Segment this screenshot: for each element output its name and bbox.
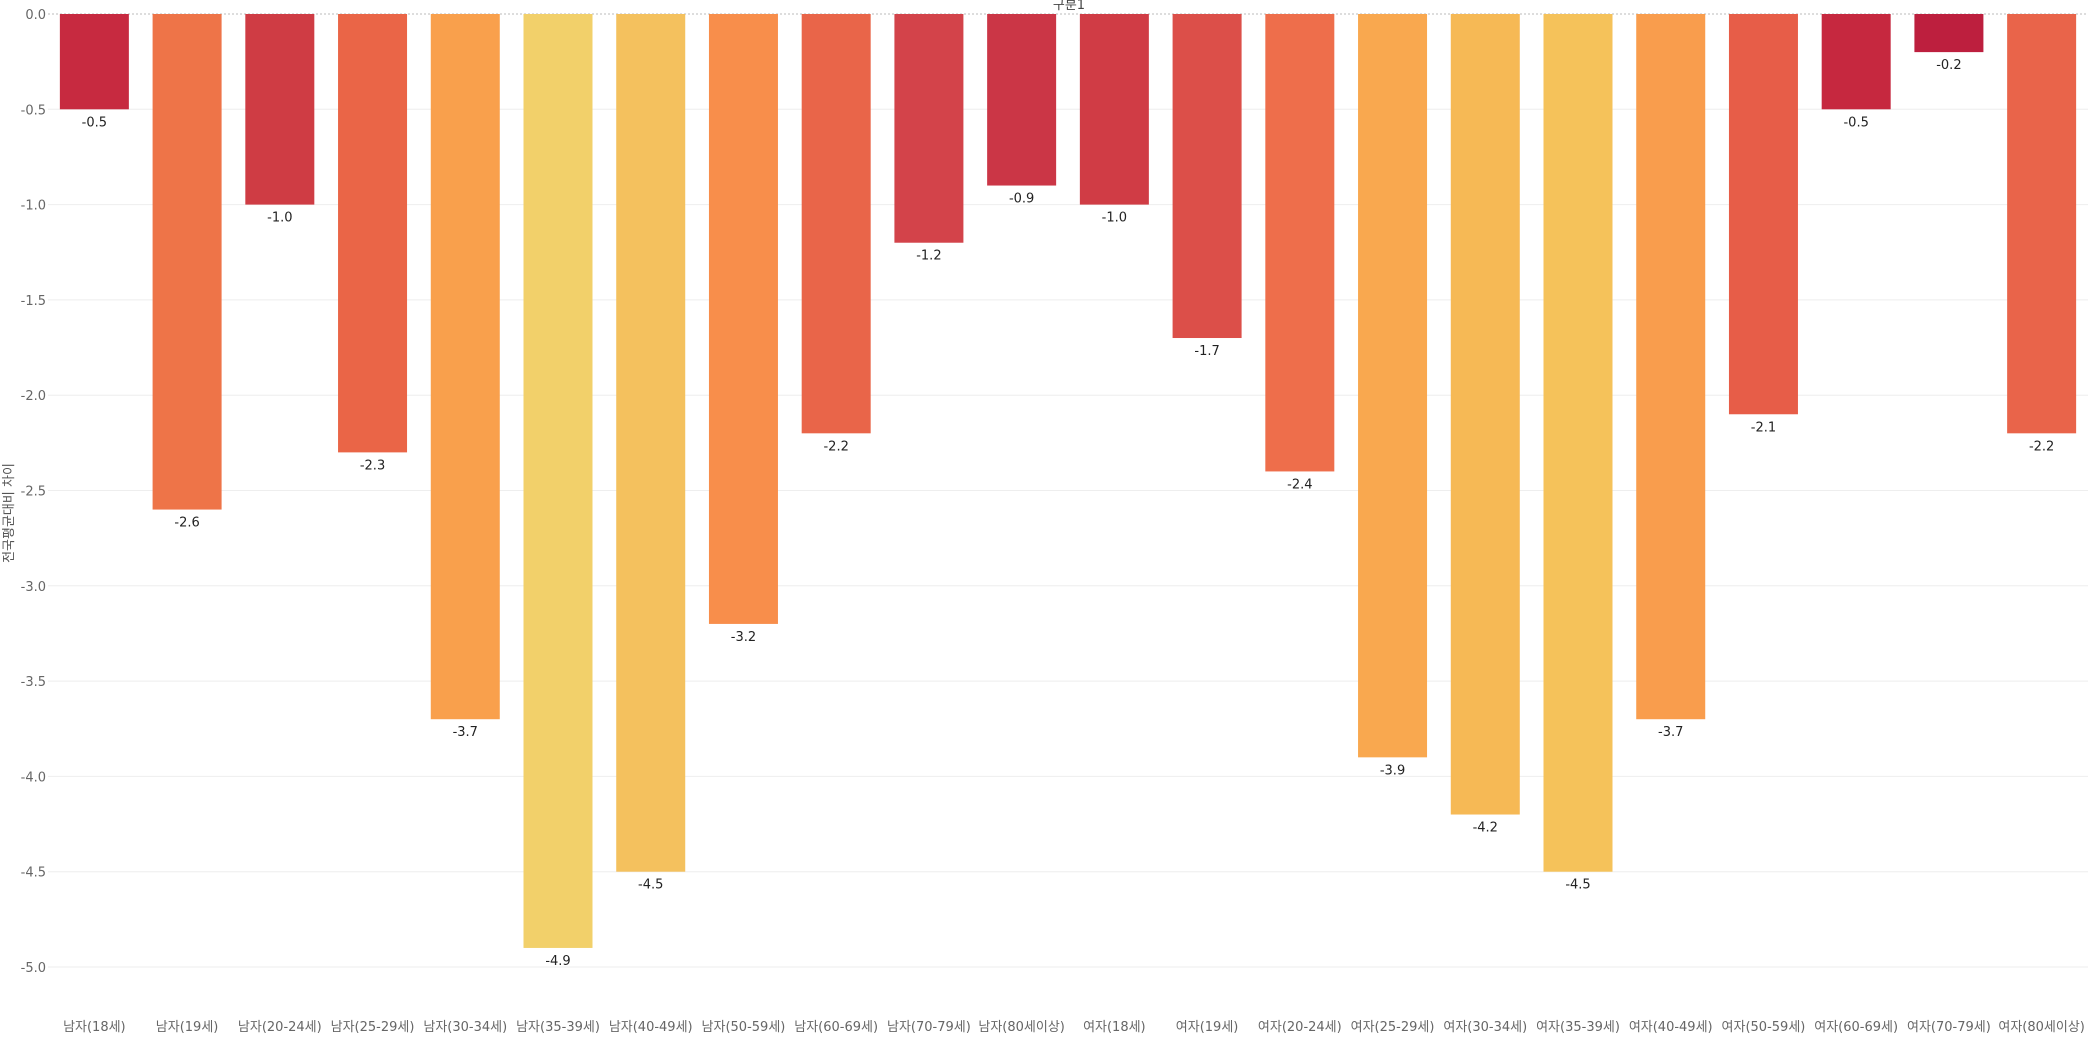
x-tick-label: 남자(35-39세) — [516, 1020, 600, 1035]
bar-value-label: -1.7 — [1194, 344, 1219, 359]
y-tick-label: -4.0 — [21, 770, 46, 785]
x-tick-label: 여자(60-69세) — [1814, 1020, 1898, 1035]
bar-value-label: -3.2 — [731, 630, 756, 645]
x-tick-label: 남자(80세이상) — [978, 1020, 1065, 1035]
bar-value-label: -1.0 — [267, 211, 292, 226]
bar-value-label: -0.9 — [1009, 192, 1034, 207]
y-tick-label: -1.0 — [21, 199, 46, 214]
bar[interactable] — [245, 14, 315, 205]
bar[interactable] — [1079, 14, 1149, 205]
y-axis-ticks: 0.0 -0.5 -1.0 -1.5 -2.0 -2.5 -3.0 -3.5 -4.0 -4.5 -… — [21, 8, 46, 976]
bar-value-label: -2.4 — [1287, 477, 1312, 492]
bar[interactable] — [1821, 14, 1891, 110]
bar[interactable] — [2007, 14, 2077, 434]
bar-value-label: -2.2 — [823, 439, 848, 454]
bar-value-label: -0.2 — [1936, 58, 1961, 73]
y-tick-label: -3.0 — [21, 580, 46, 595]
bar[interactable] — [1265, 14, 1335, 472]
x-tick-label: 여자(19세) — [1176, 1020, 1239, 1035]
x-tick-label: 여자(18세) — [1083, 1020, 1146, 1035]
bar[interactable] — [1358, 14, 1428, 758]
x-tick-label: 여자(70-79세) — [1907, 1020, 1991, 1035]
bar[interactable] — [987, 14, 1057, 186]
bar[interactable] — [708, 14, 778, 624]
x-tick-label: 남자(40-49세) — [609, 1020, 693, 1035]
x-tick-label: 남자(25-29세) — [331, 1020, 415, 1035]
bar[interactable] — [338, 14, 408, 453]
bar-value-label: -2.1 — [1751, 420, 1776, 435]
chart-title: 구분1 — [1053, 0, 1085, 13]
y-tick-label: -2.5 — [21, 485, 46, 500]
bar[interactable] — [1914, 14, 1984, 53]
bar-value-label: -4.5 — [638, 878, 663, 893]
bar-value-label: -0.5 — [1843, 115, 1868, 130]
bar[interactable] — [894, 14, 964, 243]
x-tick-label: 남자(19세) — [156, 1020, 219, 1035]
x-tick-label: 남자(30-34세) — [423, 1020, 507, 1035]
bar-value-label: -3.7 — [1658, 725, 1683, 740]
x-tick-label: 여자(80세이상) — [1998, 1020, 2085, 1035]
x-tick-label: 여자(40-49세) — [1629, 1020, 1713, 1035]
bar[interactable] — [1543, 14, 1613, 872]
bar[interactable] — [1728, 14, 1798, 415]
bar-value-label: -4.9 — [545, 954, 570, 969]
bar[interactable] — [1172, 14, 1242, 339]
x-axis-ticks: 남자(18세) 남자(19세) 남자(20-24세) 남자(25-29세) 남자(30-… — [63, 1020, 2085, 1035]
bar-value-label: -3.9 — [1380, 763, 1405, 778]
x-tick-label: 남자(20-24세) — [238, 1020, 322, 1035]
bar-value-label: -2.3 — [360, 458, 385, 473]
bar-value-label: -2.6 — [174, 516, 199, 531]
x-tick-label: 남자(18세) — [63, 1020, 126, 1035]
bar-value-label: -1.2 — [916, 249, 941, 264]
bar-value-label: -1.0 — [1102, 211, 1127, 226]
x-tick-label: 남자(70-79세) — [887, 1020, 971, 1035]
bar[interactable] — [616, 14, 686, 872]
y-axis-label: 전국평균대비 차이 — [2, 463, 17, 563]
data-labels: -0.5 -2.6 -1.0 -2.3 -3.7 -4.9 -4.5 -3.2 -2.2 -1.2… — [82, 58, 2055, 969]
bar-value-label: -4.2 — [1473, 821, 1498, 836]
x-tick-label: 남자(60-69세) — [794, 1020, 878, 1035]
y-tick-label: 0.0 — [25, 8, 46, 23]
x-tick-label: 여자(20-24세) — [1258, 1020, 1342, 1035]
bars — [59, 14, 2077, 948]
bar[interactable] — [152, 14, 222, 510]
bar-value-label: -0.5 — [82, 115, 107, 130]
bar[interactable] — [801, 14, 871, 434]
x-tick-label: 여자(25-29세) — [1351, 1020, 1435, 1035]
bar-value-label: -3.7 — [453, 725, 478, 740]
x-tick-label: 남자(50-59세) — [702, 1020, 786, 1035]
bar[interactable] — [523, 14, 593, 948]
bar[interactable] — [1450, 14, 1520, 815]
x-tick-label: 여자(50-59세) — [1722, 1020, 1806, 1035]
y-tick-label: -1.5 — [21, 294, 46, 309]
y-tick-label: -3.5 — [21, 675, 46, 690]
x-tick-label: 여자(30-34세) — [1443, 1020, 1527, 1035]
y-tick-label: -0.5 — [21, 103, 46, 118]
y-tick-label: -5.0 — [21, 961, 46, 976]
y-tick-label: -4.5 — [21, 866, 46, 881]
bar-value-label: -2.2 — [2029, 439, 2054, 454]
bar[interactable] — [430, 14, 500, 720]
bar-value-label: -4.5 — [1565, 878, 1590, 893]
bar[interactable] — [59, 14, 129, 110]
y-tick-label: -2.0 — [21, 389, 46, 404]
bar[interactable] — [1636, 14, 1706, 720]
x-tick-label: 여자(35-39세) — [1536, 1020, 1620, 1035]
